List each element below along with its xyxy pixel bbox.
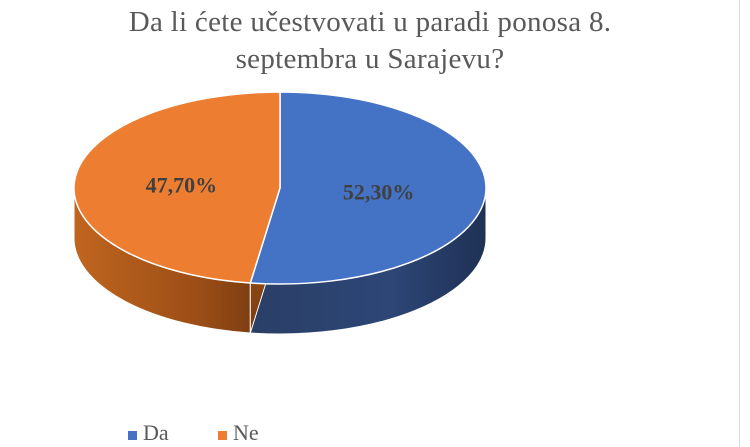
pie-slice-ne (73, 91, 281, 284)
legend-swatch-ne (218, 430, 227, 440)
chart-title-line-2: septembra u Sarajevu? (235, 43, 505, 75)
legend-item-da: Da (128, 420, 169, 446)
legend-label-ne: Ne (233, 420, 259, 445)
legend-label-da: Da (143, 420, 169, 445)
chart-title-line-1: Da li ćete učestvovati u paradi ponosa 8… (128, 6, 612, 38)
chart-title: Da li ćete učestvovati u paradi ponosa 8… (0, 4, 740, 78)
data-label-ne: 47,70% (146, 173, 218, 198)
legend-swatch-da (128, 430, 137, 440)
data-label-da: 52,30% (343, 179, 415, 204)
legend-item-ne: Ne (218, 420, 259, 446)
pie-chart: 52,30% 47,70% (73, 91, 487, 335)
pie-slice-da (249, 91, 487, 285)
legend: Da Ne (0, 420, 400, 447)
